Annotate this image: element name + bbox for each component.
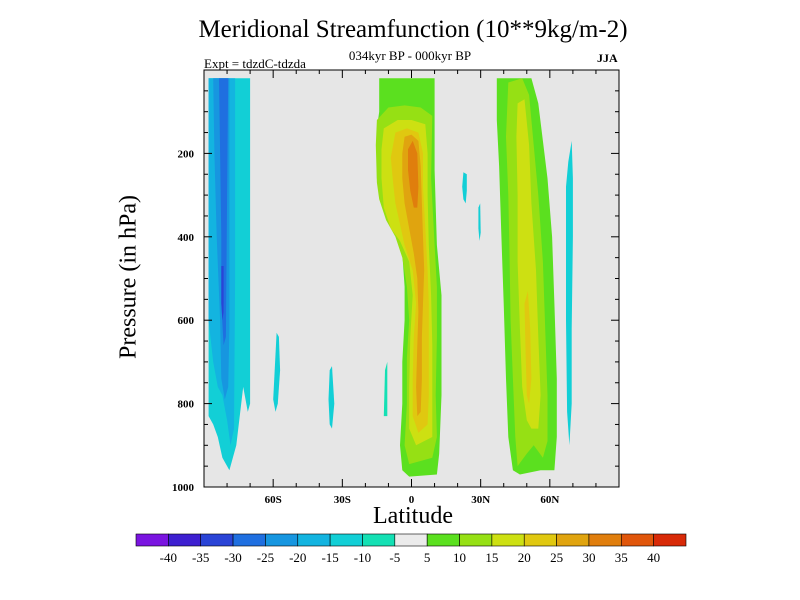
colorbar-label: -15 xyxy=(321,550,338,565)
x-tick-label: 60S xyxy=(265,494,282,506)
nh-subtropic-blob-a xyxy=(462,172,467,204)
y-tick-label: 800 xyxy=(178,399,195,411)
colorbar-swatch xyxy=(232,533,266,547)
x-tick-label: 30N xyxy=(471,494,490,506)
y-tick-label: 600 xyxy=(178,315,195,327)
colorbar-label: 15 xyxy=(485,550,498,565)
season-label: JJA xyxy=(597,51,618,65)
colorbar-label: 25 xyxy=(550,550,563,565)
colorbar-swatch xyxy=(426,533,460,547)
colorbar-swatch xyxy=(523,533,557,547)
nh-subtropic-blob-b xyxy=(478,203,481,241)
colorbar-label: 10 xyxy=(453,550,466,565)
x-tick-label: 0 xyxy=(409,494,415,506)
colorbar-label: 5 xyxy=(424,550,431,565)
nh-highlat-blob xyxy=(566,140,573,446)
colorbar-swatch xyxy=(168,533,202,547)
colorbar-swatch xyxy=(362,533,396,547)
sh-midlat-blob-b xyxy=(328,366,335,429)
tropical-cell-max xyxy=(408,140,419,208)
colorbar-label: 20 xyxy=(518,550,531,565)
colorbar-label: -35 xyxy=(192,550,209,565)
chart-title: Meridional Streamfunction (10**9kg/m-2) xyxy=(198,16,628,43)
colorbar-label: 35 xyxy=(615,550,628,565)
tropical-edge-blob xyxy=(383,361,388,417)
nh-midlat-cell-contour-15 xyxy=(516,99,541,429)
colorbar-swatch xyxy=(297,533,331,547)
colorbar-swatch xyxy=(329,533,363,547)
y-tick-label: 400 xyxy=(178,232,195,244)
colorbar-swatch xyxy=(588,533,622,547)
colorbar-label: -5 xyxy=(389,550,400,565)
tropical-cell-contour-25 xyxy=(402,134,425,417)
colorbar-swatch xyxy=(556,533,590,547)
sh-midlat-blob-a xyxy=(273,332,281,412)
y-tick-label: 1000 xyxy=(172,482,195,494)
colorbar-label: 30 xyxy=(582,550,595,565)
colorbar-swatch xyxy=(491,533,525,547)
colorbar-label: -25 xyxy=(257,550,274,565)
colorbar-label: -40 xyxy=(160,550,177,565)
sh-polar-cell-contour-30 xyxy=(221,266,224,321)
x-axis-label: Latitude xyxy=(373,503,453,529)
x-tick-label: 60N xyxy=(540,494,559,506)
colorbar-swatch xyxy=(135,533,169,547)
colorbar-swatch xyxy=(653,533,687,547)
colorbar-swatch xyxy=(200,533,234,547)
colorbar-swatch xyxy=(265,533,299,547)
x-tick-label: 30S xyxy=(334,494,351,506)
y-tick-label: 200 xyxy=(178,148,195,160)
colorbar-swatch xyxy=(394,533,428,547)
experiment-label: Expt = tdzdC-tdzda xyxy=(204,56,306,71)
colorbar-label: -30 xyxy=(224,550,241,565)
colorbar-label: -10 xyxy=(354,550,371,565)
colorbar-label: 40 xyxy=(647,550,660,565)
colorbar-swatch xyxy=(459,533,493,547)
nh-midlat-cell-max xyxy=(524,291,532,404)
colorbar-label: -20 xyxy=(289,550,306,565)
chart-subtitle: 034kyr BP - 000kyr BP xyxy=(348,48,472,63)
colorbar-swatch xyxy=(620,533,654,547)
